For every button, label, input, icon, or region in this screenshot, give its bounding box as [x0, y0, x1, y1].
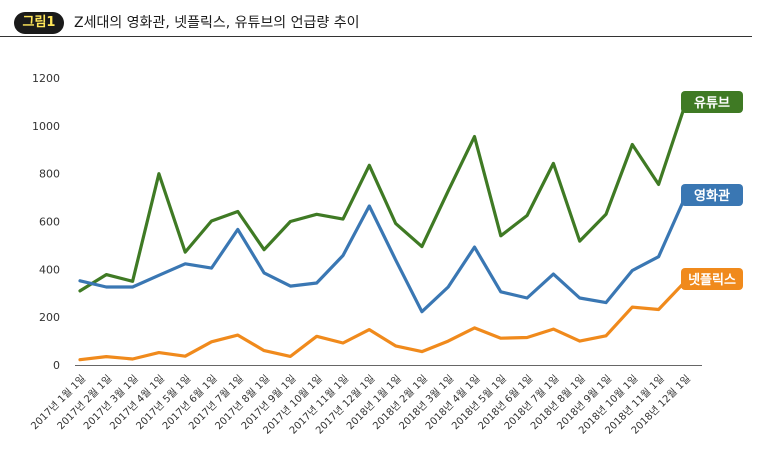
figure-title: Z세대의 영화관, 넷플릭스, 유튜브의 언급량 추이: [74, 15, 360, 31]
y-tick-label: 800: [39, 168, 60, 181]
series-layer: [78, 103, 687, 362]
series-label-text: 넷플릭스: [688, 273, 736, 288]
y-tick-label: 400: [39, 263, 60, 276]
series-label-2: 영화관: [681, 184, 743, 206]
series-label-box: [681, 91, 743, 113]
y-tick-label: 1200: [32, 72, 60, 85]
series-label-box: [681, 184, 743, 206]
series-label-1: 유튜브: [681, 91, 743, 113]
series-label-3: 넷플릭스: [681, 268, 743, 290]
y-tick-label: 600: [39, 216, 60, 229]
series-label-text: 영화관: [694, 188, 730, 204]
y-tick-label: 0: [53, 359, 60, 372]
series-label-text: 유튜브: [694, 96, 730, 111]
y-axis: 0 200 400 600 800 1000 1200: [32, 72, 60, 372]
y-tick-label: 200: [39, 311, 60, 324]
series-line-1: [78, 103, 687, 293]
figure-label-badge: 그림1: [14, 12, 64, 34]
figure-header: 그림1 Z세대의 영화관, 넷플릭스, 유튜브의 언급량 추이: [0, 0, 770, 40]
y-tick-label: 1000: [32, 120, 60, 133]
series-line-2: [78, 196, 687, 314]
series-label-box: [681, 268, 743, 290]
series-line-3: [78, 280, 687, 362]
title-divider: [0, 36, 752, 37]
